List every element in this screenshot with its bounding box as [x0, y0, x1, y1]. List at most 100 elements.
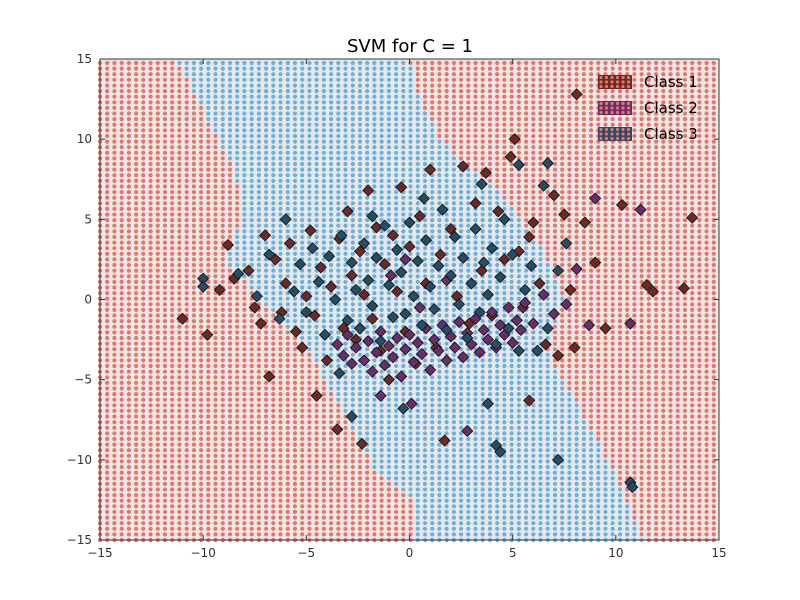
grid-dot [134, 352, 139, 357]
grid-dot [444, 246, 449, 251]
grid-dot [162, 268, 168, 273]
grid-dot [408, 274, 413, 279]
grid-dot [379, 442, 384, 447]
grid-dot [401, 442, 406, 447]
grid-dot [148, 363, 153, 369]
grid-dot [112, 133, 117, 139]
grid-dot [184, 408, 189, 413]
grid-dot [401, 509, 406, 514]
grid-dot [155, 128, 160, 133]
grid-dot [394, 257, 399, 262]
grid-dot [119, 363, 124, 369]
grid-dot [292, 218, 298, 223]
grid-dot [415, 139, 420, 144]
grid-dot [459, 403, 464, 408]
grid-dot [271, 111, 276, 116]
grid-dot [314, 291, 319, 296]
grid-dot [495, 262, 500, 268]
grid-dot [220, 83, 225, 88]
grid-dot [307, 206, 312, 211]
grid-dot [235, 442, 240, 447]
grid-dot [162, 442, 168, 447]
grid-dot [184, 526, 189, 531]
grid-dot [350, 487, 355, 492]
grid-dot [343, 532, 348, 537]
grid-dot [177, 414, 182, 419]
grid-dot [487, 526, 493, 531]
grid-dot [177, 128, 182, 133]
grid-dot [112, 453, 117, 458]
grid-dot [408, 173, 413, 178]
grid-dot [155, 481, 160, 486]
grid-dot [336, 392, 341, 397]
grid-dot [300, 66, 305, 71]
grid-dot [249, 470, 254, 475]
grid-dot [227, 521, 233, 526]
grid-dot [430, 436, 435, 442]
grid-dot [444, 487, 449, 492]
grid-dot [162, 167, 168, 172]
grid-dot [437, 521, 442, 526]
grid-dot [473, 448, 478, 453]
grid-dot [220, 212, 225, 217]
grid-dot [242, 431, 247, 436]
grid-dot [394, 212, 399, 217]
grid-dot [148, 156, 153, 161]
grid-dot [321, 223, 326, 228]
grid-dot [162, 420, 168, 425]
grid-dot [278, 184, 283, 189]
grid-dot [509, 285, 514, 290]
grid-dot [249, 218, 254, 223]
grid-dot [495, 532, 500, 537]
grid-dot [480, 526, 485, 531]
grid-dot [206, 397, 211, 402]
grid-dot [487, 201, 493, 206]
grid-dot [502, 509, 507, 514]
grid-dot [227, 436, 233, 442]
grid-dot [213, 240, 218, 245]
grid-dot [162, 94, 168, 99]
grid-dot [134, 459, 139, 464]
grid-dot [292, 190, 298, 195]
grid-dot [227, 470, 233, 475]
grid-dot [509, 420, 514, 425]
grid-dot [126, 509, 131, 514]
grid-dot [220, 420, 225, 425]
grid-dot [271, 408, 276, 413]
grid-dot [430, 425, 435, 430]
grid-dot [509, 178, 514, 183]
grid-dot [148, 145, 153, 150]
grid-dot [372, 341, 377, 346]
grid-dot [162, 375, 168, 380]
grid-dot [249, 100, 254, 105]
grid-dot [271, 72, 276, 77]
grid-dot [235, 296, 240, 301]
grid-dot [141, 448, 146, 453]
grid-dot [307, 139, 312, 144]
grid-dot [314, 330, 319, 335]
grid-dot [264, 133, 269, 139]
grid-dot [300, 184, 305, 189]
grid-dot [300, 504, 305, 509]
grid-dot [300, 161, 305, 167]
grid-dot [314, 251, 319, 256]
grid-dot [365, 262, 370, 268]
grid-dot [394, 223, 399, 228]
grid-dot [184, 386, 189, 391]
grid-dot [105, 363, 110, 369]
grid-dot [256, 532, 261, 537]
grid-dot [480, 111, 485, 116]
grid-dot [502, 150, 507, 155]
grid-dot [162, 111, 168, 116]
grid-dot [155, 347, 160, 352]
grid-dot [300, 100, 305, 105]
grid-dot [271, 425, 276, 430]
grid-dot [329, 302, 334, 307]
grid-dot [184, 420, 189, 425]
grid-dot [394, 111, 399, 116]
grid-dot [357, 139, 363, 144]
grid-dot [148, 369, 153, 374]
grid-dot [451, 307, 456, 312]
grid-dot [134, 100, 139, 105]
grid-dot [191, 111, 196, 116]
